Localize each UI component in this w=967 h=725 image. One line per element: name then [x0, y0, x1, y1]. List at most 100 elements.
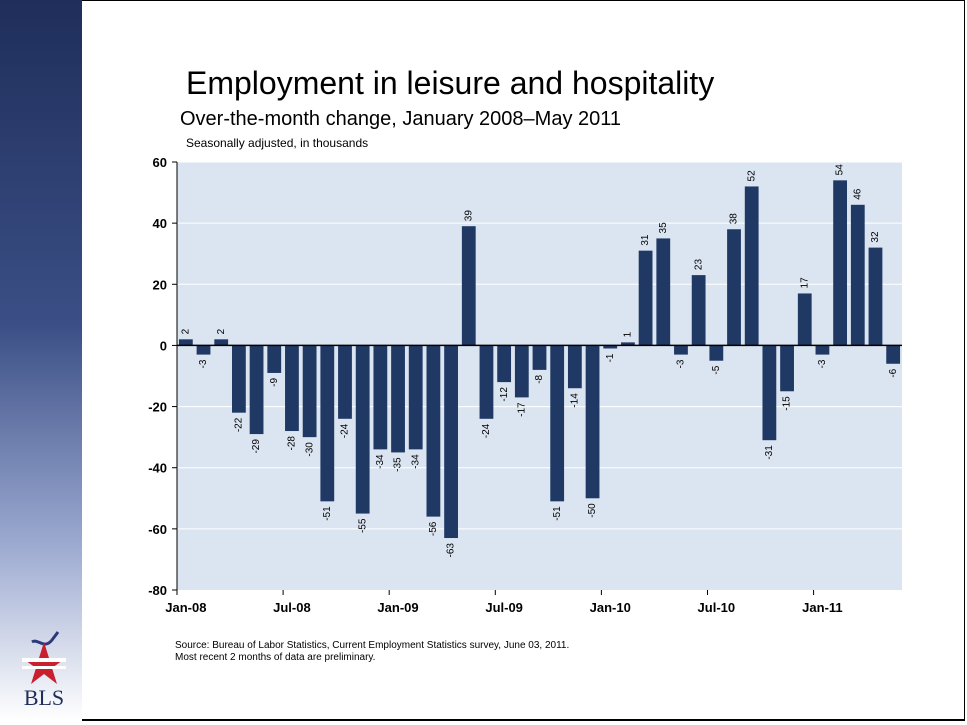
- data-label: -30: [304, 442, 315, 457]
- bls-logo: BLS: [22, 631, 66, 708]
- source-line: Source: Bureau of Labor Statistics, Curr…: [175, 640, 570, 651]
- y-tick-label: 60: [153, 155, 167, 170]
- bar: [231, 345, 246, 413]
- bar: [727, 229, 741, 346]
- preliminary-note: Most recent 2 months of data are prelimi…: [175, 652, 376, 663]
- data-label: 1: [623, 331, 634, 337]
- bar: [656, 238, 671, 346]
- data-label: 23: [693, 259, 704, 271]
- bar: [178, 339, 193, 346]
- bar: [567, 345, 582, 389]
- data-label: 35: [658, 222, 669, 234]
- bar: [267, 345, 282, 373]
- data-label: 2: [180, 328, 191, 334]
- logo-stripe: [22, 666, 66, 669]
- bar: [338, 345, 352, 419]
- bar: [461, 226, 476, 346]
- data-label: -35: [393, 457, 404, 472]
- data-label: -6: [888, 368, 899, 377]
- y-tick-label: 0: [160, 338, 167, 353]
- bar: [249, 345, 264, 435]
- data-label: -14: [570, 393, 581, 408]
- x-tick-label: Jul-09: [485, 600, 523, 615]
- bar: [797, 293, 812, 346]
- x-tick-label: Jul-08: [273, 600, 311, 615]
- y-tick-label: -80: [148, 583, 167, 598]
- data-label: -29: [251, 439, 262, 454]
- bar: [674, 345, 688, 355]
- bar: [514, 345, 529, 398]
- data-label: -9: [269, 378, 280, 387]
- x-tick-label: Jul-10: [698, 600, 736, 615]
- data-label: 46: [852, 188, 863, 200]
- bar: [833, 180, 848, 346]
- data-label: 38: [729, 213, 740, 225]
- data-label: 52: [746, 170, 757, 182]
- data-label: -51: [552, 506, 563, 521]
- bar: [196, 345, 211, 355]
- data-label: -3: [676, 359, 687, 368]
- bar: [408, 345, 423, 450]
- bar: [585, 345, 600, 499]
- x-tick-label: Jan-11: [802, 600, 842, 615]
- bar: [391, 345, 405, 453]
- data-label: -3: [198, 359, 209, 368]
- bar: [780, 345, 794, 392]
- data-label: -24: [481, 423, 492, 438]
- bar: [355, 345, 370, 514]
- data-label: -63: [446, 543, 457, 558]
- data-label: -1: [605, 353, 616, 362]
- bar: [709, 345, 724, 361]
- bar: [762, 345, 777, 441]
- data-label: -24: [340, 423, 351, 438]
- data-label: -34: [410, 454, 421, 469]
- bar: [479, 345, 494, 419]
- bar: [744, 186, 759, 346]
- bar: [691, 275, 706, 346]
- data-label: -34: [375, 454, 386, 469]
- y-tick-label: -60: [148, 522, 167, 537]
- bar: [638, 250, 653, 346]
- bar: [444, 345, 458, 539]
- data-label: -3: [817, 359, 828, 368]
- y-tick-label: 20: [153, 277, 167, 292]
- logo-star: [22, 642, 66, 684]
- data-label: -28: [287, 436, 298, 451]
- x-tick-label: Jan-10: [590, 600, 631, 615]
- source-note: Source: Bureau of Labor Statistics, Curr…: [175, 640, 569, 664]
- data-label: -51: [322, 506, 333, 521]
- bar: [886, 345, 901, 364]
- bar: [532, 345, 547, 370]
- bar: [603, 345, 618, 349]
- units-note: Seasonally adjusted, in thousands: [186, 136, 369, 150]
- data-label: -5: [711, 365, 722, 374]
- data-label: -17: [516, 402, 527, 417]
- data-label: -8: [534, 374, 545, 383]
- bar: [815, 345, 830, 355]
- bar: [868, 247, 883, 346]
- data-label: -22: [234, 417, 245, 432]
- bar: [373, 345, 388, 450]
- chart-subtitle: Over-the-month change, January 2008–May …: [180, 108, 622, 130]
- x-tick-label: Jan-09: [377, 600, 418, 615]
- y-tick-label: -20: [148, 400, 167, 415]
- data-label: 31: [640, 234, 651, 246]
- bar: [426, 345, 441, 517]
- data-label: 32: [870, 231, 881, 243]
- data-label: 2: [216, 328, 227, 334]
- data-label: -50: [587, 503, 598, 518]
- data-label: 39: [463, 210, 474, 222]
- bar: [214, 339, 229, 346]
- data-label: -56: [428, 521, 439, 536]
- logo-swoosh: [31, 631, 60, 646]
- x-tick-label: Jan-08: [165, 600, 206, 615]
- data-label: -31: [764, 445, 775, 460]
- bar: [497, 345, 512, 383]
- chart-title: Employment in leisure and hospitality: [186, 65, 715, 101]
- bar: [320, 345, 335, 502]
- data-label: -55: [357, 518, 368, 533]
- data-label: -12: [499, 387, 510, 402]
- data-label: 17: [799, 277, 810, 289]
- bar: [621, 342, 635, 346]
- data-label: -15: [782, 396, 793, 411]
